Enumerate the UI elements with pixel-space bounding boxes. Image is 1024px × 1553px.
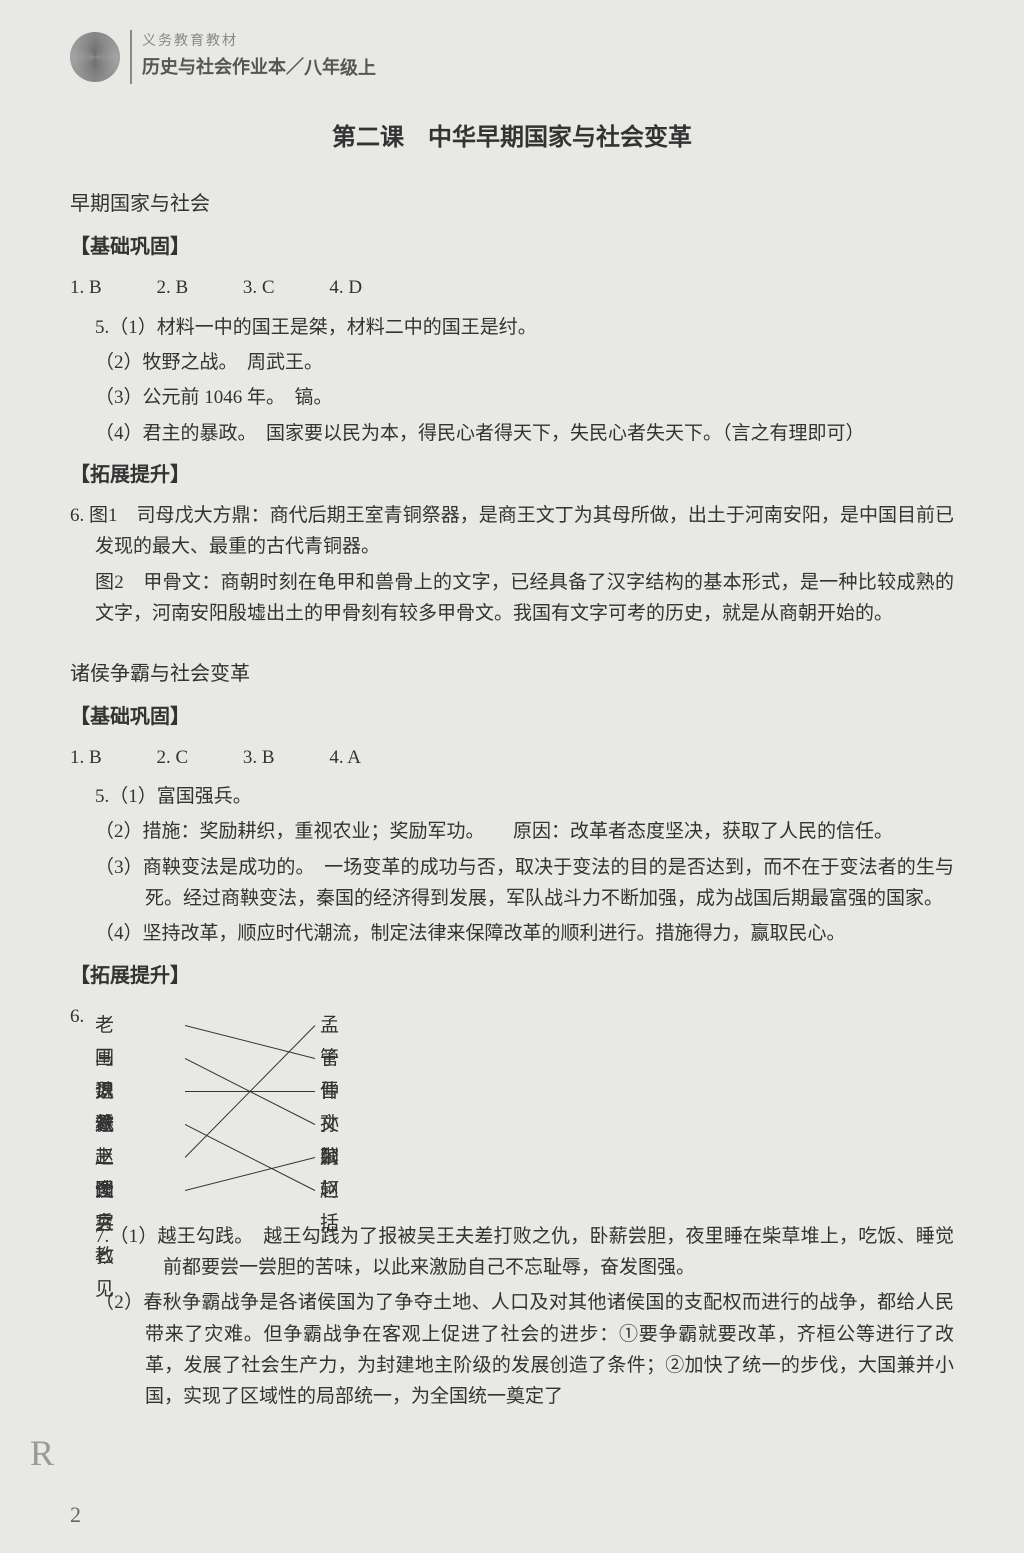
s1-q3: 3. C bbox=[243, 272, 275, 303]
s2-q5-4: （4）坚持改革，顺应时代潮流，制定法律来保障改革的顺利进行。措施得力，赢取民心。 bbox=[70, 918, 954, 949]
match-right-3: 孙膑 bbox=[320, 1108, 339, 1141]
q6-prefix: 6. bbox=[70, 1001, 95, 1221]
page-number: 2 bbox=[70, 1497, 81, 1533]
section2-basic-label: 【基础巩固】 bbox=[70, 701, 954, 734]
match-left-1: 围魏救赵 bbox=[95, 1042, 114, 1075]
s2-q7-2: （2）春秋争霸战争是各诸侯国为了争夺土地、人口及对其他诸侯国的支配权而进行的战争… bbox=[70, 1287, 954, 1412]
match-right-column: 孟子 管仲 晋文公 孙膑 荆轲 赵括 bbox=[320, 1009, 339, 1207]
bottom-mark: R bbox=[30, 1424, 54, 1483]
match-left-3: 纸上谈兵 bbox=[95, 1108, 114, 1141]
s1-q6-p2: 图2 甲骨文：商朝时刻在龟甲和兽骨上的文字，已经具备了汉字结构的基本形式，是一种… bbox=[70, 567, 954, 630]
match-right-5: 赵括 bbox=[320, 1174, 339, 1207]
match-right-2: 晋文公 bbox=[320, 1075, 339, 1108]
match-lines bbox=[185, 1009, 320, 1209]
s1-q5-1: 5.（1）材料一中的国王是桀，材料二中的国王是纣。 bbox=[70, 312, 954, 343]
book-title: 历史与社会作业本／八年级上 bbox=[142, 53, 376, 84]
s2-q5-1: 5.（1）富国强兵。 bbox=[70, 781, 954, 812]
match-left-2: 退避三舍 bbox=[95, 1075, 114, 1108]
header-text: 义务教育教材 历史与社会作业本／八年级上 bbox=[130, 30, 376, 84]
s2-q5-2: （2）措施：奖励耕织，重视农业；奖励军功。 原因：改革者态度坚决，获取了人民的信… bbox=[70, 816, 954, 847]
logo-icon bbox=[70, 32, 120, 82]
match-left-4: 三迁之教 bbox=[95, 1141, 114, 1174]
match-right-0: 孟子 bbox=[320, 1009, 339, 1042]
section2-subtitle: 诸侯争霸与社会变革 bbox=[70, 658, 954, 691]
s2-q2: 2. C bbox=[156, 742, 188, 773]
match-left-0: 老马识途 bbox=[95, 1009, 114, 1042]
match-right-4: 荆轲 bbox=[320, 1141, 339, 1174]
s1-q5-2: （2）牧野之战。 周武王。 bbox=[70, 347, 954, 378]
section1-basic-label: 【基础巩固】 bbox=[70, 231, 954, 264]
section1-subtitle: 早期国家与社会 bbox=[70, 188, 954, 221]
s2-q4: 4. A bbox=[329, 742, 361, 773]
s2-q3: 3. B bbox=[243, 742, 275, 773]
match-left-5: 图穷匕见 bbox=[95, 1174, 114, 1207]
series-title: 义务教育教材 bbox=[142, 30, 376, 53]
match-left-column: 老马识途 围魏救赵 退避三舍 纸上谈兵 三迁之教 图穷匕见 bbox=[95, 1009, 114, 1207]
s1-q6-p1: 6. 图1 司母戊大方鼎：商代后期王室青铜祭器，是商王文丁为其母所做，出土于河南… bbox=[70, 500, 954, 563]
s1-q5-3: （3）公元前 1046 年。 镐。 bbox=[70, 382, 954, 413]
section1-ext-label: 【拓展提升】 bbox=[70, 459, 954, 492]
match-right-1: 管仲 bbox=[320, 1042, 339, 1075]
q6-row: 6. 老马识途 围魏救赵 退避三舍 纸上谈兵 三迁之教 图穷匕见 孟子 管仲 晋… bbox=[70, 1001, 954, 1221]
lesson-title: 第二课 中华早期国家与社会变革 bbox=[70, 119, 954, 159]
page-header: 义务教育教材 历史与社会作业本／八年级上 bbox=[70, 30, 954, 84]
section2-ext-label: 【拓展提升】 bbox=[70, 960, 954, 993]
section2-mc-answers: 1. B 2. C 3. B 4. A bbox=[70, 742, 954, 773]
s1-q4: 4. D bbox=[329, 272, 362, 303]
s1-q2: 2. B bbox=[156, 272, 188, 303]
s1-q5-4: （4）君主的暴政。 国家要以民为本，得民心者得天下，失民心者失天下。（言之有理即… bbox=[70, 418, 954, 449]
s1-q1: 1. B bbox=[70, 272, 102, 303]
s2-q5-3: （3）商鞅变法是成功的。 一场变革的成功与否，取决于变法的目的是否达到，而不在于… bbox=[70, 852, 954, 915]
s2-q7-1: 7.（1）越王勾践。 越王勾践为了报被吴王夫差打败之仇，卧薪尝胆，夜里睡在柴草堆… bbox=[70, 1221, 954, 1284]
section1-mc-answers: 1. B 2. B 3. C 4. D bbox=[70, 272, 954, 303]
s2-q1: 1. B bbox=[70, 742, 102, 773]
